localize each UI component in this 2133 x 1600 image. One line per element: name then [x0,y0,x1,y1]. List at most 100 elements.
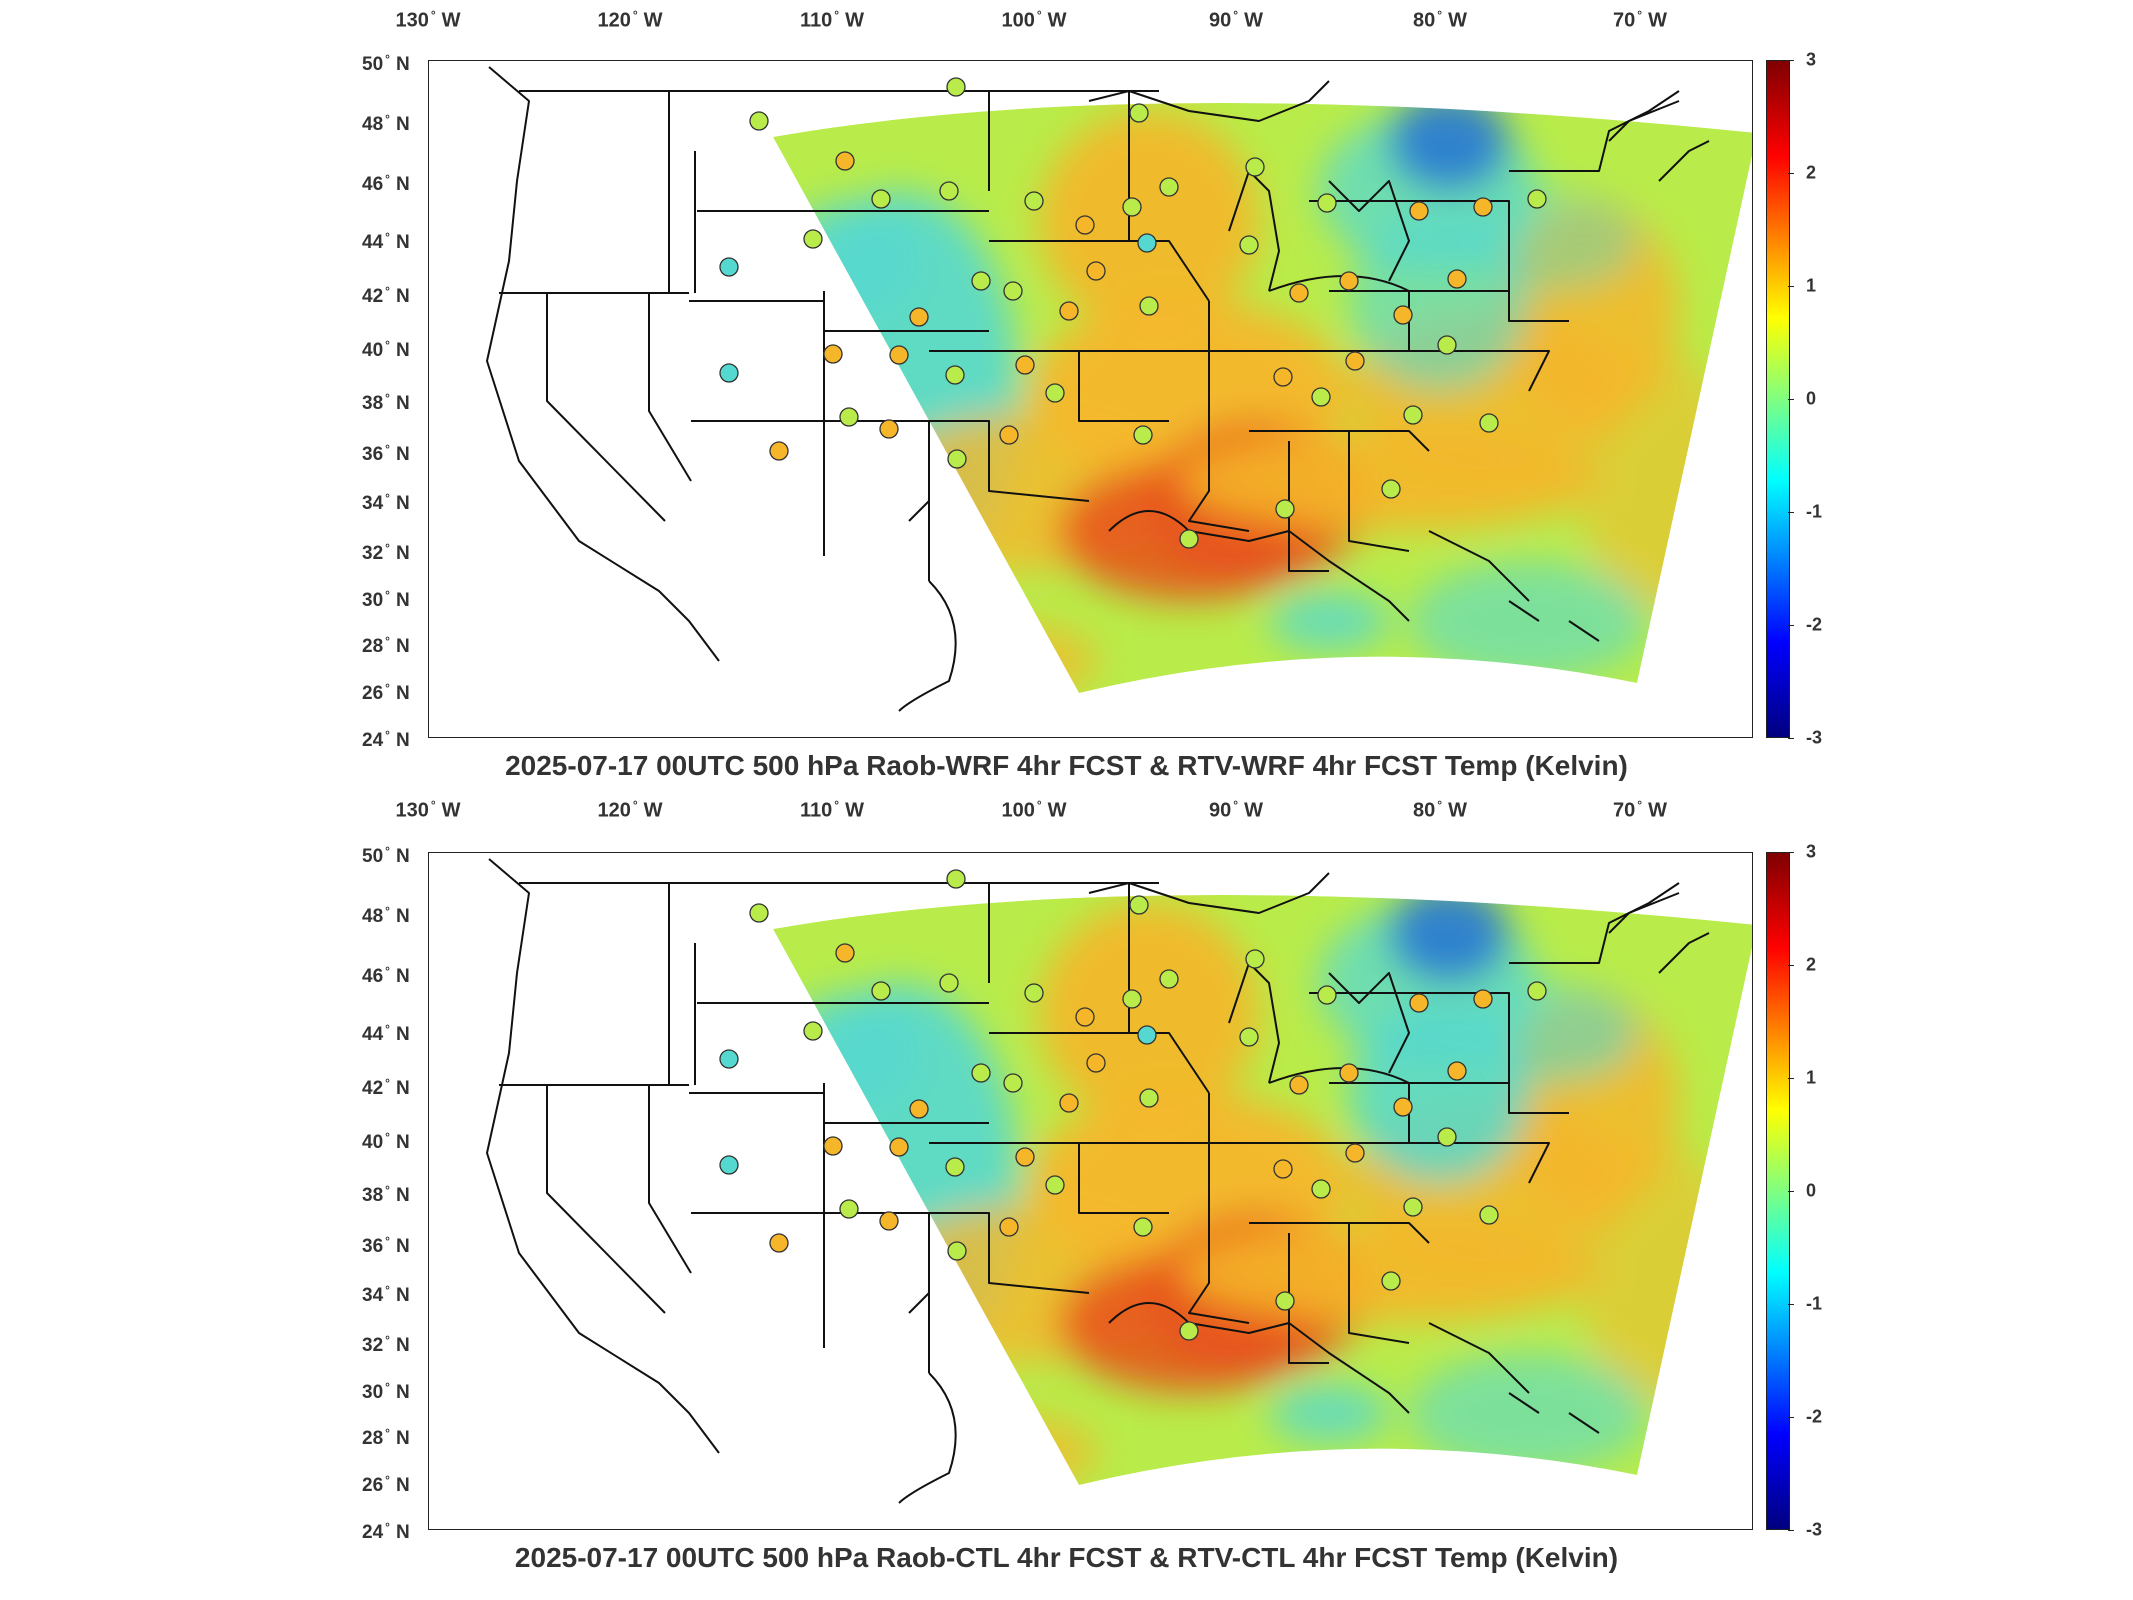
raob-station-marker[interactable] [1059,301,1079,321]
raob-station-marker[interactable] [939,973,959,993]
raob-station-marker[interactable] [1133,425,1153,445]
raob-station-marker[interactable] [803,1021,823,1041]
raob-station-marker[interactable] [1473,989,1493,1009]
raob-station-marker[interactable] [1137,1025,1157,1045]
raob-station-marker[interactable] [1345,1143,1365,1163]
raob-station-marker[interactable] [1245,949,1265,969]
raob-station-marker[interactable] [1409,993,1429,1013]
raob-station-marker[interactable] [1024,191,1044,211]
raob-station-marker[interactable] [1139,1088,1159,1108]
raob-station-marker[interactable] [1311,1179,1331,1199]
raob-station-marker[interactable] [1179,1321,1199,1341]
raob-station-marker[interactable] [1345,351,1365,371]
raob-station-marker[interactable] [1003,281,1023,301]
raob-station-marker[interactable] [945,365,965,385]
map-frame[interactable] [428,852,1753,1530]
raob-station-marker[interactable] [909,307,929,327]
raob-station-marker[interactable] [999,1217,1019,1237]
raob-station-marker[interactable] [719,1155,739,1175]
raob-station-marker[interactable] [839,407,859,427]
raob-station-marker[interactable] [1086,1053,1106,1073]
raob-station-marker[interactable] [1059,1093,1079,1113]
raob-station-marker[interactable] [823,344,843,364]
raob-station-marker[interactable] [879,419,899,439]
raob-station-marker[interactable] [835,943,855,963]
raob-station-marker[interactable] [1133,1217,1153,1237]
raob-station-marker[interactable] [1275,499,1295,519]
raob-station-marker[interactable] [835,151,855,171]
raob-station-marker[interactable] [1239,1027,1259,1047]
raob-station-marker[interactable] [1179,529,1199,549]
raob-station-marker[interactable] [1137,233,1157,253]
raob-station-marker[interactable] [1275,1291,1295,1311]
raob-station-marker[interactable] [1086,261,1106,281]
raob-station-marker[interactable] [749,903,769,923]
raob-station-marker[interactable] [1403,1197,1423,1217]
raob-station-marker[interactable] [1339,1063,1359,1083]
raob-station-marker[interactable] [946,77,966,97]
raob-station-marker[interactable] [1437,1127,1457,1147]
raob-station-marker[interactable] [769,441,789,461]
raob-station-marker[interactable] [1045,1175,1065,1195]
raob-station-marker[interactable] [1129,895,1149,915]
raob-station-marker[interactable] [1122,989,1142,1009]
raob-station-marker[interactable] [1075,1007,1095,1027]
raob-station-marker[interactable] [719,1049,739,1069]
raob-station-marker[interactable] [879,1211,899,1231]
raob-station-marker[interactable] [909,1099,929,1119]
raob-station-marker[interactable] [999,425,1019,445]
raob-station-marker[interactable] [1381,1271,1401,1291]
raob-station-marker[interactable] [1024,983,1044,1003]
raob-station-marker[interactable] [1527,189,1547,209]
raob-station-marker[interactable] [1239,235,1259,255]
raob-station-marker[interactable] [839,1199,859,1219]
raob-station-marker[interactable] [1045,383,1065,403]
raob-station-marker[interactable] [1393,305,1413,325]
raob-station-marker[interactable] [946,869,966,889]
raob-station-marker[interactable] [1527,981,1547,1001]
raob-station-marker[interactable] [1393,1097,1413,1117]
raob-station-marker[interactable] [1317,985,1337,1005]
raob-station-marker[interactable] [1159,177,1179,197]
raob-station-marker[interactable] [1381,479,1401,499]
raob-station-marker[interactable] [947,449,967,469]
raob-station-marker[interactable] [871,189,891,209]
raob-station-marker[interactable] [1289,283,1309,303]
raob-station-marker[interactable] [769,1233,789,1253]
raob-station-marker[interactable] [947,1241,967,1261]
raob-station-marker[interactable] [1273,367,1293,387]
raob-station-marker[interactable] [1479,413,1499,433]
raob-station-marker[interactable] [823,1136,843,1156]
raob-station-marker[interactable] [1003,1073,1023,1093]
raob-station-marker[interactable] [719,257,739,277]
map-frame[interactable] [428,60,1753,738]
raob-station-marker[interactable] [1473,197,1493,217]
raob-station-marker[interactable] [1447,269,1467,289]
raob-station-marker[interactable] [1317,193,1337,213]
raob-station-marker[interactable] [1273,1159,1293,1179]
raob-station-marker[interactable] [1437,335,1457,355]
raob-station-marker[interactable] [1075,215,1095,235]
raob-station-marker[interactable] [945,1157,965,1177]
raob-station-marker[interactable] [1403,405,1423,425]
raob-station-marker[interactable] [1289,1075,1309,1095]
raob-station-marker[interactable] [719,363,739,383]
raob-station-marker[interactable] [1129,103,1149,123]
raob-station-marker[interactable] [1159,969,1179,989]
raob-station-marker[interactable] [971,271,991,291]
raob-station-marker[interactable] [871,981,891,1001]
raob-station-marker[interactable] [1311,387,1331,407]
raob-station-marker[interactable] [1139,296,1159,316]
raob-station-marker[interactable] [971,1063,991,1083]
raob-station-marker[interactable] [1122,197,1142,217]
raob-station-marker[interactable] [939,181,959,201]
raob-station-marker[interactable] [889,1137,909,1157]
raob-station-marker[interactable] [1015,1147,1035,1167]
raob-station-marker[interactable] [1447,1061,1467,1081]
raob-station-marker[interactable] [803,229,823,249]
raob-station-marker[interactable] [889,345,909,365]
raob-station-marker[interactable] [1479,1205,1499,1225]
raob-station-marker[interactable] [749,111,769,131]
raob-station-marker[interactable] [1015,355,1035,375]
raob-station-marker[interactable] [1245,157,1265,177]
